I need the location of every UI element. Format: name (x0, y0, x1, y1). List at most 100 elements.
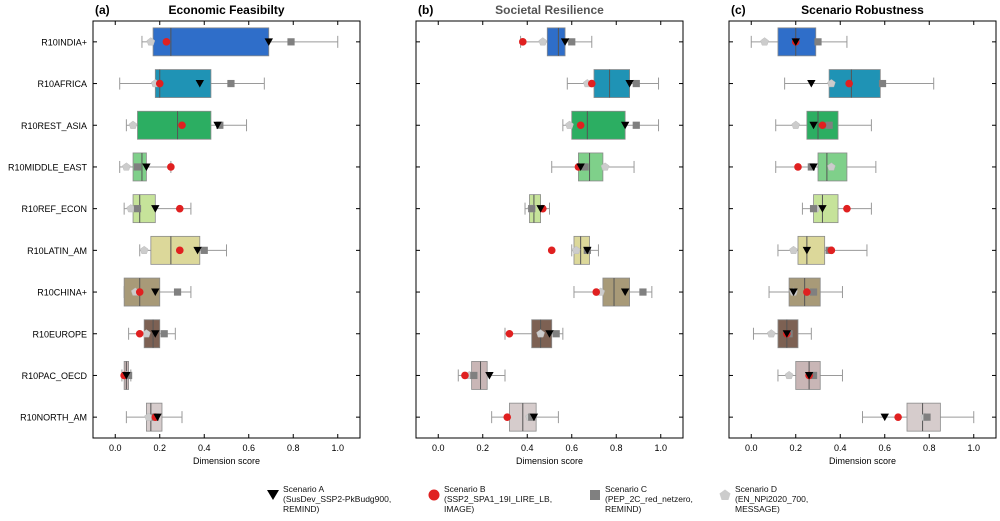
iqr-box (797, 235, 826, 265)
box-r10ref-econ (123, 194, 192, 224)
panel-letter: (b) (418, 3, 433, 17)
marker-scenario-b (576, 121, 585, 130)
box-r10pac-oecd (120, 361, 133, 390)
box-r10pac-oecd (777, 361, 843, 390)
marker-scenario-b (818, 121, 827, 130)
iqr-box (137, 110, 212, 140)
panel-letter: (c) (731, 3, 746, 17)
legend-item-b: Scenario B (SSP2_SPA1_19I_LIRE_LB, IMAGE… (427, 484, 552, 514)
marker-scenario-c (568, 38, 576, 46)
legend-item-a: Scenario A (SusDev_SSP2-PkBudg900, REMIN… (266, 484, 391, 514)
marker-scenario-a (142, 163, 151, 171)
iqr-box (828, 69, 881, 98)
x-tick-label: 1.0 (967, 443, 980, 453)
y-tick-label: R10CHINA+ (37, 288, 87, 298)
legend-item-c: Scenario C (PEP_2C_red_netzero, REMIND) (588, 484, 693, 514)
marker-scenario-b (592, 288, 601, 296)
marker-scenario-b (505, 329, 514, 338)
legend-desc2-d: MESSAGE) (735, 504, 780, 514)
x-tick-label: 0.0 (432, 443, 445, 453)
y-tick-label: R10EUROPE (32, 329, 87, 339)
panel-title: Societal Resilience (495, 3, 604, 17)
marker-scenario-d (122, 162, 131, 171)
marker-scenario-c (160, 330, 168, 338)
marker-scenario-b (845, 79, 853, 88)
marker-scenario-d (827, 79, 836, 88)
box-r10africa (119, 69, 265, 98)
marker-scenario-a (536, 205, 545, 213)
marker-scenario-b (175, 246, 184, 255)
marker-scenario-b (503, 413, 512, 421)
marker-scenario-d (536, 329, 545, 338)
marker-scenario-c (809, 205, 818, 213)
y-tick-label: R10INDIA+ (41, 37, 87, 47)
marker-scenario-c (809, 371, 818, 380)
panel-2: (b) Societal Resilience 0.0 0.2 0.4 0.6 0.8 1.0… (415, 3, 684, 466)
marker-scenario-d (827, 162, 836, 171)
marker-scenario-a (193, 246, 202, 255)
marker-scenario-c (470, 371, 478, 380)
marker-scenario-a (782, 330, 792, 338)
x-tick-label: 0.0 (745, 443, 758, 453)
panel-1: (a) Economic Feasibilty 0.0 0.2 0.4 0.6 0.8 1.0… (8, 3, 361, 466)
marker-scenario-a (807, 80, 816, 88)
y-tick-label: R10LATIN_AM (27, 246, 87, 256)
box-r10ref-econ (801, 194, 872, 224)
panel-title: Scenario Robustness (801, 3, 924, 17)
figure: (a) Economic Feasibilty 0.0 0.2 0.4 0.6 0.8 1.0… (8, 3, 997, 466)
marker-scenario-c (825, 121, 833, 129)
marker-scenario-d (760, 37, 769, 46)
box-r10latin-am (547, 235, 599, 265)
marker-scenario-d (139, 245, 149, 254)
marker-scenario-a (195, 80, 204, 88)
legend-desc1-c: (PEP_2C_red_netzero, (605, 494, 693, 504)
legend-desc2-a: REMIND) (283, 504, 320, 514)
marker-scenario-b (843, 204, 851, 213)
legend-desc1-b: (SSP2_SPA1_19I_LIRE_LB, (444, 494, 553, 504)
box-r10middle-east (551, 152, 635, 182)
marker-scenario-c (552, 330, 560, 338)
x-tick-label: 0.8 (287, 443, 300, 453)
x-tick-label: 0.8 (610, 443, 623, 453)
marker-scenario-a (485, 371, 494, 380)
iqr-box (546, 27, 566, 57)
panel-frame (415, 20, 684, 439)
panel-title: Economic Feasibilty (168, 3, 284, 17)
box-r10ref-econ (524, 194, 550, 224)
marker-scenario-b (827, 246, 836, 255)
marker-scenario-b (178, 121, 186, 130)
x-tick-label: 0.6 (878, 443, 891, 453)
marker-scenario-a (804, 371, 814, 380)
x-tick-label: 0.0 (109, 443, 122, 453)
box-r10india- (750, 27, 848, 57)
marker-scenario-a (620, 288, 630, 297)
x-tick-label: 0.6 (565, 443, 578, 453)
x-tick-label: 1.0 (331, 443, 344, 453)
legend-item-d: Scenario D (EN_NPi2020_700, MESSAGE) (718, 484, 808, 514)
marker-scenario-b (135, 329, 144, 338)
x-tick-label: 1.0 (654, 443, 667, 453)
marker-scenario-c (200, 246, 208, 254)
box-r10africa (784, 69, 935, 98)
legend-marker-circle-icon (428, 489, 440, 501)
x-tick-label: 0.4 (198, 443, 211, 453)
marker-scenario-d (565, 120, 574, 129)
marker-scenario-a (151, 205, 160, 213)
marker-scenario-b (155, 79, 164, 88)
marker-scenario-b (547, 246, 556, 255)
marker-scenario-c (923, 413, 931, 421)
marker-scenario-b (167, 163, 175, 171)
box-r10rest-asia (775, 110, 872, 140)
x-axis-label: Dimension score (516, 456, 583, 466)
marker-scenario-a (213, 121, 222, 130)
marker-scenario-c (528, 205, 536, 213)
x-axis-label: Dimension score (193, 456, 260, 466)
marker-scenario-d (600, 162, 610, 171)
marker-scenario-c (581, 163, 589, 171)
marker-scenario-a (529, 413, 539, 422)
marker-scenario-d (538, 37, 548, 46)
marker-scenario-d (789, 245, 798, 254)
box-r10north-am (491, 402, 559, 432)
box-r10china- (768, 277, 843, 307)
y-tick-label: R10REF_ECON (21, 204, 87, 214)
